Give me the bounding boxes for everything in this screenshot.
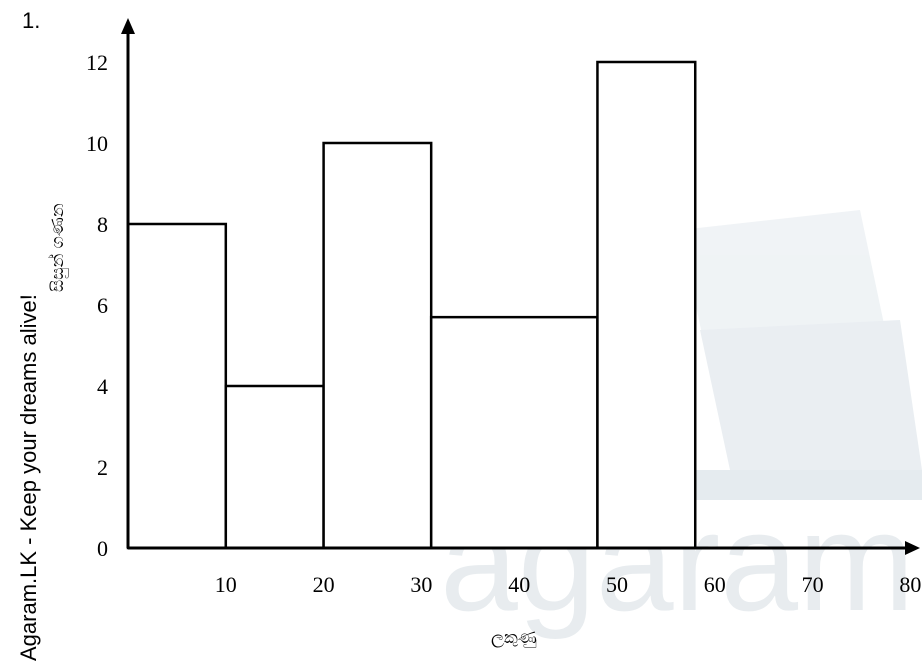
question-number: 1. — [22, 8, 41, 33]
y-axis-arrow-icon — [121, 18, 135, 34]
histogram-bar-2 — [224, 384, 325, 550]
histogram-bar-4 — [429, 315, 599, 550]
y-tick-label: 6 — [97, 293, 108, 318]
histogram-bar-3 — [322, 141, 433, 550]
x-tick-label: 30 — [410, 572, 432, 597]
y-tick-label: 2 — [97, 455, 108, 480]
x-tick-label: 80 — [899, 572, 921, 597]
histogram-bar-1 — [126, 222, 228, 550]
x-axis-label: ලකුණු — [491, 628, 537, 648]
x-tick-label: 40 — [508, 572, 530, 597]
side-watermark-text: Agaram.LK - Keep your dreams alive! — [16, 294, 41, 661]
y-tick-label: 0 — [97, 536, 108, 561]
x-tick-label: 20 — [313, 572, 335, 597]
x-tick-label: 10 — [215, 572, 237, 597]
y-axis-label: සිසුන් ගණන — [48, 203, 68, 292]
x-tick-label: 60 — [704, 572, 726, 597]
x-tick-label: 50 — [606, 572, 628, 597]
y-tick-label: 4 — [97, 374, 108, 399]
y-tick-label: 8 — [97, 212, 108, 237]
x-axis-arrow-icon — [905, 541, 920, 555]
y-tick-label: 12 — [86, 50, 108, 75]
x-tick-label: 70 — [802, 572, 824, 597]
y-tick-label: 10 — [86, 131, 108, 156]
histogram-bar-5 — [596, 60, 697, 550]
